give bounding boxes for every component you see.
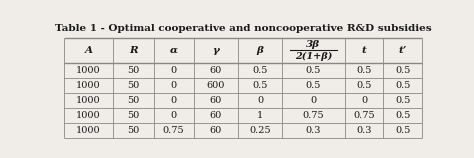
Text: 60: 60 bbox=[210, 126, 222, 135]
Text: 1000: 1000 bbox=[76, 111, 101, 120]
Text: 0.5: 0.5 bbox=[306, 81, 321, 90]
Text: 0.5: 0.5 bbox=[306, 66, 321, 75]
Text: β: β bbox=[256, 46, 264, 55]
Text: 0.5: 0.5 bbox=[395, 126, 410, 135]
Text: 2(1+β): 2(1+β) bbox=[295, 52, 332, 61]
Text: 60: 60 bbox=[210, 66, 222, 75]
Text: 0: 0 bbox=[310, 96, 317, 105]
Text: 1000: 1000 bbox=[76, 126, 101, 135]
Text: 60: 60 bbox=[210, 111, 222, 120]
Text: 0.5: 0.5 bbox=[252, 66, 268, 75]
Text: 50: 50 bbox=[128, 111, 139, 120]
Text: t’: t’ bbox=[399, 46, 407, 55]
Text: 0.5: 0.5 bbox=[356, 81, 372, 90]
Text: 600: 600 bbox=[207, 81, 225, 90]
Text: 0: 0 bbox=[171, 81, 177, 90]
Text: 0.3: 0.3 bbox=[356, 126, 372, 135]
Text: Table 1 - Optimal cooperative and noncooperative R&D subsidies: Table 1 - Optimal cooperative and noncoo… bbox=[55, 24, 431, 33]
Text: 0.5: 0.5 bbox=[395, 66, 410, 75]
Text: 0.5: 0.5 bbox=[395, 81, 410, 90]
Text: 1: 1 bbox=[257, 111, 263, 120]
Text: 0.5: 0.5 bbox=[395, 96, 410, 105]
Text: 1000: 1000 bbox=[76, 96, 101, 105]
Text: 0.5: 0.5 bbox=[356, 66, 372, 75]
Text: 0.5: 0.5 bbox=[252, 81, 268, 90]
Text: 0.75: 0.75 bbox=[163, 126, 184, 135]
Text: 0.75: 0.75 bbox=[353, 111, 375, 120]
Text: 60: 60 bbox=[210, 96, 222, 105]
Text: α: α bbox=[170, 46, 178, 55]
Text: 1000: 1000 bbox=[76, 81, 101, 90]
Text: 0.5: 0.5 bbox=[395, 111, 410, 120]
Text: 0: 0 bbox=[171, 96, 177, 105]
Text: 50: 50 bbox=[128, 81, 139, 90]
Text: 0: 0 bbox=[171, 66, 177, 75]
Text: 50: 50 bbox=[128, 126, 139, 135]
Text: 0: 0 bbox=[171, 111, 177, 120]
Text: 50: 50 bbox=[128, 96, 139, 105]
Text: γ: γ bbox=[212, 46, 219, 55]
Text: 0: 0 bbox=[257, 96, 263, 105]
Text: 0.75: 0.75 bbox=[302, 111, 324, 120]
Text: A: A bbox=[84, 46, 92, 55]
Text: 1000: 1000 bbox=[76, 66, 101, 75]
Text: R: R bbox=[129, 46, 138, 55]
Text: 3β: 3β bbox=[306, 40, 320, 49]
Text: 0: 0 bbox=[361, 96, 367, 105]
Text: 0.3: 0.3 bbox=[306, 126, 321, 135]
Text: 0.25: 0.25 bbox=[249, 126, 271, 135]
Text: t: t bbox=[362, 46, 366, 55]
Text: 50: 50 bbox=[128, 66, 139, 75]
